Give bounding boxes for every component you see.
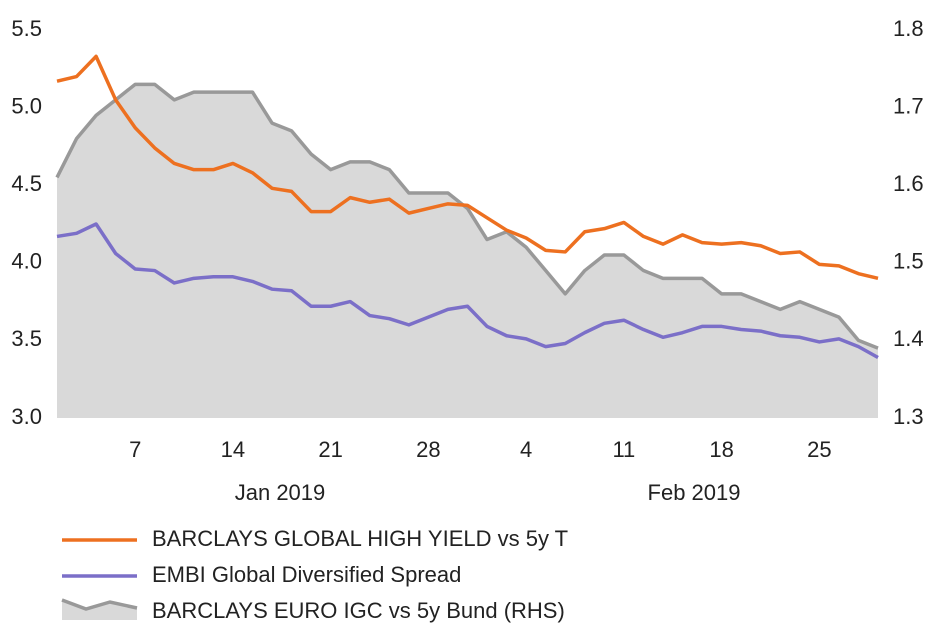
y-tick-label: 5.5 <box>11 16 42 41</box>
y2-tick-label: 1.7 <box>893 93 924 118</box>
x-tick-label: 28 <box>416 437 440 462</box>
series-line <box>55 82 879 350</box>
x-tick-label: 7 <box>129 437 141 462</box>
y2-tick-label: 1.6 <box>893 171 924 196</box>
area <box>57 84 878 418</box>
y2-tick-label: 1.5 <box>893 249 924 274</box>
y2-tick-label: 1.3 <box>893 404 924 429</box>
legend-label: BARCLAYS GLOBAL HIGH YIELD vs 5y T <box>152 526 568 551</box>
month-label: Feb 2019 <box>648 480 741 505</box>
y-tick-label: 4.0 <box>11 249 42 274</box>
legend-label: BARCLAYS EURO IGC vs 5y Bund (RHS) <box>152 598 565 623</box>
x-tick-label: 21 <box>318 437 342 462</box>
legend-label: EMBI Global Diversified Spread <box>152 562 461 587</box>
y-tick-label: 4.5 <box>11 171 42 196</box>
series-line <box>56 54 879 281</box>
y2-tick-label: 1.4 <box>893 326 924 351</box>
y2-tick-label: 1.8 <box>893 16 924 41</box>
y-tick-label: 3.5 <box>11 326 42 351</box>
month-label: Jan 2019 <box>235 480 326 505</box>
x-tick-label: 14 <box>221 437 245 462</box>
series-line <box>56 222 879 360</box>
x-tick-label: 18 <box>709 437 733 462</box>
legend-swatch-line <box>61 598 138 611</box>
x-tick-label: 11 <box>612 437 635 462</box>
x-tick-label: 25 <box>807 437 831 462</box>
y-tick-label: 3.0 <box>11 404 42 429</box>
x-tick-label: 4 <box>520 437 532 462</box>
y-tick-label: 5.0 <box>11 93 42 118</box>
